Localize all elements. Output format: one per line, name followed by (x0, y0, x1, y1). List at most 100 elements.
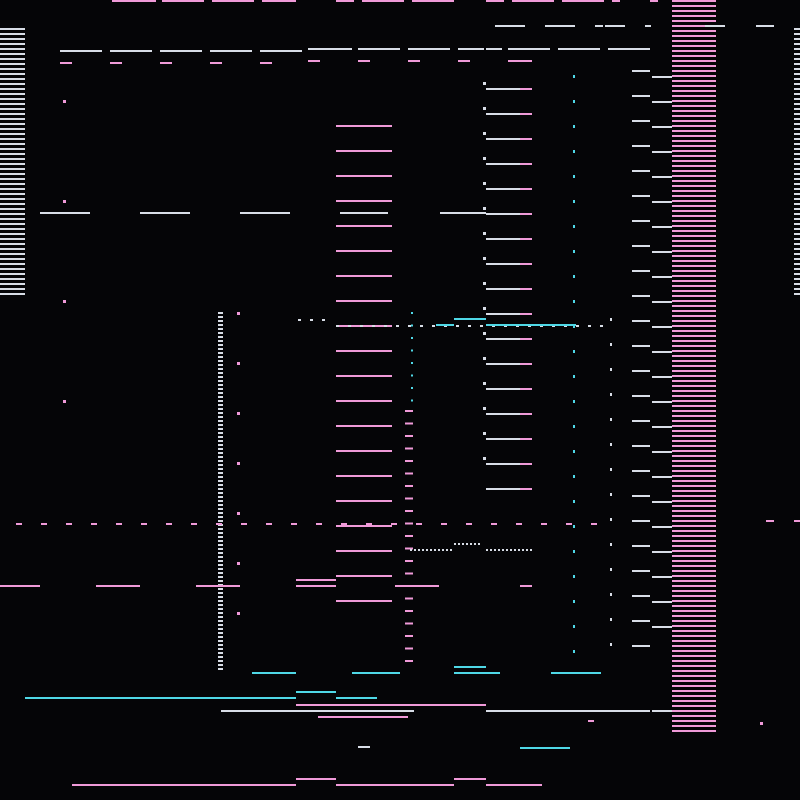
dotted-vertical (218, 412, 223, 414)
pink-comb (672, 345, 716, 347)
pink-comb (672, 205, 716, 207)
pink-tick (408, 60, 420, 62)
pink-dot (63, 200, 66, 203)
pink-short (405, 522, 413, 525)
white-dash (632, 195, 650, 197)
white-dash (632, 95, 650, 97)
dotted-vertical (218, 396, 223, 398)
pink-comb (672, 55, 716, 57)
dotted-row (530, 549, 532, 551)
dotted-vertical (218, 508, 223, 510)
left-comb (0, 158, 25, 160)
white-dash (632, 470, 650, 472)
right-comb (794, 143, 800, 145)
right-comb (794, 188, 800, 190)
dotted-row (498, 549, 500, 551)
left-comb (0, 268, 25, 270)
white-dash (632, 620, 650, 622)
white-dot (483, 407, 486, 410)
pink-comb (672, 160, 716, 162)
dotted-vertical (218, 432, 223, 434)
white-dash (632, 220, 650, 222)
pink-comb (672, 40, 716, 42)
right-comb (794, 233, 800, 235)
pink-tip (520, 213, 532, 215)
dotted-row (426, 549, 428, 551)
right-comb (794, 83, 800, 85)
pink-tip (520, 113, 532, 115)
dotted-row (414, 549, 416, 551)
pink-short (405, 497, 413, 500)
pink-comb (672, 660, 716, 662)
pink-comb (672, 180, 716, 182)
white-dash (652, 126, 672, 128)
pink-dashed-row (391, 523, 397, 525)
right-comb (794, 283, 800, 285)
white-dash (632, 495, 650, 497)
dotted-vertical (218, 596, 223, 598)
right-comb (794, 138, 800, 140)
top-dash (262, 0, 296, 2)
left-comb (0, 153, 25, 155)
right-comb (794, 178, 800, 180)
dotted-vertical (218, 460, 223, 462)
dotted-row (462, 543, 464, 545)
cyan-dot (411, 337, 413, 339)
pink-comb (672, 60, 716, 62)
white-dash (486, 488, 520, 490)
dotted-vertical (218, 492, 223, 494)
left-comb (0, 133, 25, 135)
pink-dash (336, 475, 392, 477)
pink-comb (672, 215, 716, 217)
dotted-row (514, 549, 516, 551)
right-comb (794, 193, 800, 195)
pink-row (96, 585, 140, 587)
pink-comb (672, 200, 716, 202)
pink-dashed-row (141, 523, 147, 525)
pink-row (318, 716, 336, 718)
right-comb (794, 228, 800, 230)
left-comb (0, 93, 25, 95)
white-dash (632, 320, 650, 322)
pink-dash (336, 550, 392, 552)
pink-dash (336, 275, 392, 277)
cyan-line (486, 324, 576, 326)
left-comb (0, 83, 25, 85)
left-comb (0, 178, 25, 180)
pink-comb (672, 465, 716, 467)
pink-row (296, 704, 336, 706)
pink-row (196, 585, 240, 587)
top-dash (612, 0, 620, 2)
pink-tip (520, 363, 532, 365)
pink-dashed-row (591, 523, 597, 525)
pink-comb (672, 260, 716, 262)
dotted-vertical (218, 532, 223, 534)
pink-short (405, 622, 413, 625)
white-dot (483, 157, 486, 160)
dotted-row (600, 325, 603, 327)
pink-comb (672, 565, 716, 567)
left-comb (0, 63, 25, 65)
cyan-line (454, 672, 486, 674)
left-comb (0, 98, 25, 100)
pink-tip (520, 238, 532, 240)
dotted-vertical (218, 384, 223, 386)
left-comb (0, 38, 25, 40)
left-comb (0, 208, 25, 210)
pink-comb (672, 425, 716, 427)
left-comb (0, 233, 25, 235)
dotted-vertical (218, 372, 223, 374)
pink-row (336, 704, 454, 706)
pink-tick (358, 60, 370, 62)
pink-tip (520, 188, 532, 190)
pink-comb (672, 470, 716, 472)
pink-dash (336, 225, 392, 227)
pink-tick (60, 62, 72, 64)
pink-comb (672, 265, 716, 267)
right-comb (794, 158, 800, 160)
white-dash (652, 401, 672, 403)
left-comb (0, 213, 25, 215)
dotted-row (490, 549, 492, 551)
white-dot (610, 443, 612, 446)
